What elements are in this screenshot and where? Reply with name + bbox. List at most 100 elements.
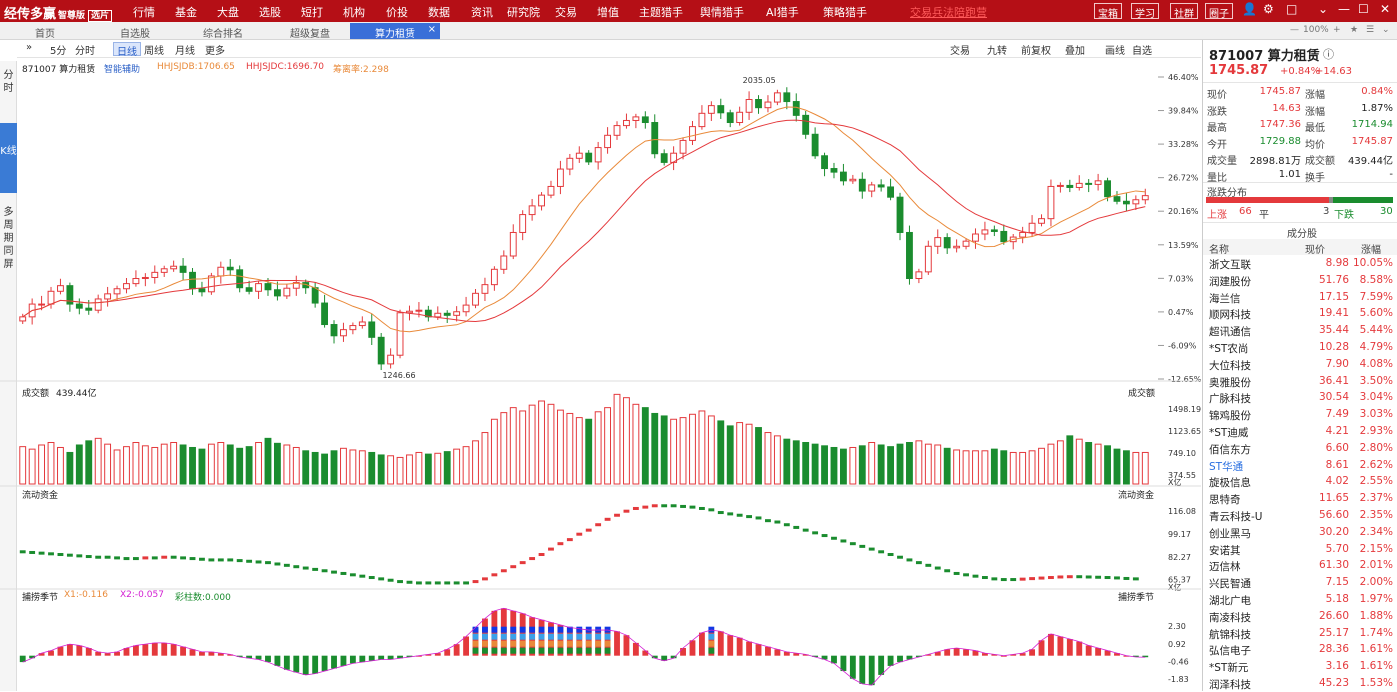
tab-1[interactable]: 自选股 xyxy=(90,23,180,40)
stock-name[interactable]: 弘信电子 xyxy=(1209,645,1251,658)
menu-item-12[interactable]: 主题猎手 xyxy=(639,6,683,19)
stock-name[interactable]: 锦鸡股份 xyxy=(1209,410,1251,423)
menu-item-8[interactable]: 资讯 xyxy=(471,6,493,19)
stock-name[interactable]: 润建股份 xyxy=(1209,275,1251,288)
menu-item-6[interactable]: 价投 xyxy=(386,6,408,19)
tab-2[interactable]: 综合排名 xyxy=(178,23,268,40)
menu-item-13[interactable]: 舆情猎手 xyxy=(700,6,744,19)
period-2[interactable]: 日线 xyxy=(113,42,141,58)
stock-name[interactable]: 南凌科技 xyxy=(1209,611,1251,624)
side-multi-period[interactable]: 多周期同屏 xyxy=(3,207,14,270)
toolbar-right-3[interactable]: 叠加 xyxy=(1065,46,1085,57)
cash-mark xyxy=(1104,576,1111,580)
stock-name[interactable]: 兴民智通 xyxy=(1209,578,1251,591)
chart-svg[interactable]: 46.40% 39.84% 33.28% 26.72% 20.16% 13.59% 7.03… xyxy=(0,59,1201,691)
stock-name[interactable]: 海兰信 xyxy=(1209,292,1241,305)
cash-panel-title: 流动资金 xyxy=(22,491,59,501)
info-icon[interactable]: ⓘ xyxy=(1323,48,1334,61)
stock-name[interactable]: 大位科技 xyxy=(1209,359,1251,372)
candle-body xyxy=(849,178,857,182)
stock-name[interactable]: 航锦科技 xyxy=(1209,628,1251,641)
app-tag[interactable]: 选片 xyxy=(88,10,113,22)
stock-name[interactable]: 思特奇 xyxy=(1209,494,1241,507)
menu-item-3[interactable]: 选股 xyxy=(259,6,281,19)
stock-name[interactable]: 浙文互联 xyxy=(1209,259,1251,271)
toolbar-right-1[interactable]: 九转 xyxy=(987,46,1007,57)
stock-name[interactable]: 湖北广电 xyxy=(1209,595,1251,607)
volume-bar xyxy=(358,450,366,485)
maximize-icon[interactable]: ☐ xyxy=(1358,2,1369,16)
side-kline[interactable]: K线 xyxy=(0,123,17,193)
dist-bar xyxy=(1206,197,1393,203)
quote-label: 现价 xyxy=(1207,90,1227,101)
toolbar-right-4[interactable]: 画线 xyxy=(1105,46,1125,57)
chart-area[interactable]: 46.40% 39.84% 33.28% 26.72% 20.16% 13.59% 7.03… xyxy=(0,59,1201,691)
chevron-down-icon[interactable]: ⌄ xyxy=(1318,2,1329,16)
stock-name[interactable]: 润泽科技 xyxy=(1209,679,1251,691)
stock-name[interactable]: *ST农尚 xyxy=(1209,343,1249,355)
menu-right-0[interactable]: 宝箱 xyxy=(1094,3,1122,20)
col-name[interactable]: 名称 xyxy=(1209,245,1229,256)
period-0[interactable]: 5分 xyxy=(50,46,67,57)
menu-item-9[interactable]: 研究院 xyxy=(507,6,540,19)
toolbar-right-0[interactable]: 交易 xyxy=(950,46,970,57)
volume-bar xyxy=(226,444,234,485)
menu-item-0[interactable]: 行情 xyxy=(133,6,155,19)
stock-name[interactable]: 超讯通信 xyxy=(1209,326,1251,339)
close-icon[interactable]: × xyxy=(427,24,436,35)
more-icon[interactable]: ⌄ xyxy=(1382,25,1390,35)
stock-name[interactable]: 佰信东方 xyxy=(1209,443,1251,456)
tab-0[interactable]: 首页 xyxy=(0,23,90,40)
side-fenshi[interactable]: 分时 xyxy=(3,70,14,94)
close-icon[interactable]: ✕ xyxy=(1380,2,1391,16)
period-1[interactable]: 分时 xyxy=(75,46,95,57)
zoom-in-icon[interactable]: + xyxy=(1333,25,1341,35)
window-icon[interactable]: □ xyxy=(1286,2,1298,16)
menu-item-7[interactable]: 数据 xyxy=(428,6,450,19)
stock-name[interactable]: 创业黑马 xyxy=(1209,527,1251,540)
stock-name[interactable]: *ST新元 xyxy=(1209,662,1249,675)
menu-item-2[interactable]: 大盘 xyxy=(217,6,239,19)
gear-icon[interactable]: ⚙ xyxy=(1263,2,1274,16)
col-price[interactable]: 现价 xyxy=(1305,245,1325,256)
zoom-level: 100% xyxy=(1303,25,1329,35)
period-4[interactable]: 月线 xyxy=(175,46,195,57)
collapse-icon[interactable]: » xyxy=(26,42,33,53)
menu-right-2[interactable]: 社群 xyxy=(1170,3,1198,20)
menu-item-11[interactable]: 增值 xyxy=(597,6,619,19)
hunt-bar xyxy=(661,655,668,661)
quote-title: 871007 算力租赁 xyxy=(1209,49,1320,64)
period-3[interactable]: 周线 xyxy=(144,46,164,57)
menu-item-5[interactable]: 机构 xyxy=(343,6,365,19)
stock-name[interactable]: 旋极信息 xyxy=(1209,477,1251,490)
menu-right-1[interactable]: 学习 xyxy=(1131,3,1159,20)
menu-item-14[interactable]: AI猎手 xyxy=(766,6,799,19)
period-5[interactable]: 更多 xyxy=(205,46,225,57)
col-chg[interactable]: 涨幅 xyxy=(1361,245,1381,256)
menu-item-10[interactable]: 交易 xyxy=(555,6,577,19)
menu-item-15[interactable]: 策略猎手 xyxy=(823,6,867,19)
user-icon[interactable]: 👤 xyxy=(1242,2,1257,16)
stock-name[interactable]: 迈信林 xyxy=(1209,561,1241,574)
star-icon[interactable]: ★ xyxy=(1350,25,1359,35)
zoom-out-icon[interactable]: — xyxy=(1290,25,1299,35)
stock-name[interactable]: ST华通 xyxy=(1209,460,1244,473)
stock-name[interactable]: 广脉科技 xyxy=(1209,393,1251,406)
menu-item-4[interactable]: 短打 xyxy=(301,6,323,19)
stock-name[interactable]: 奥雅股份 xyxy=(1209,376,1251,389)
menu-item-1[interactable]: 基金 xyxy=(175,6,197,19)
assist-toggle[interactable]: 智能辅助 xyxy=(104,65,141,75)
tab-3[interactable]: 超级复盘 xyxy=(265,23,355,40)
stock-name[interactable]: 顺网科技 xyxy=(1209,309,1251,322)
stock-name[interactable]: *ST迪威 xyxy=(1209,427,1249,439)
stock-name[interactable]: 青云科技-U xyxy=(1209,511,1263,523)
menu-right-3[interactable]: 圈子 xyxy=(1205,3,1233,20)
toolbar-right-2[interactable]: 前复权 xyxy=(1021,46,1051,57)
cash-mark xyxy=(1038,576,1045,580)
minimize-icon[interactable]: — xyxy=(1338,2,1350,16)
toolbar-right-5[interactable]: 自选 xyxy=(1132,46,1152,57)
tab-4[interactable]: 算力租赁 × xyxy=(350,23,440,40)
menu-icon[interactable]: ☰ xyxy=(1366,25,1375,35)
stock-name[interactable]: 安诺其 xyxy=(1209,544,1241,557)
menu-warning-link[interactable]: 交易兵法陪跑营 xyxy=(910,6,987,19)
